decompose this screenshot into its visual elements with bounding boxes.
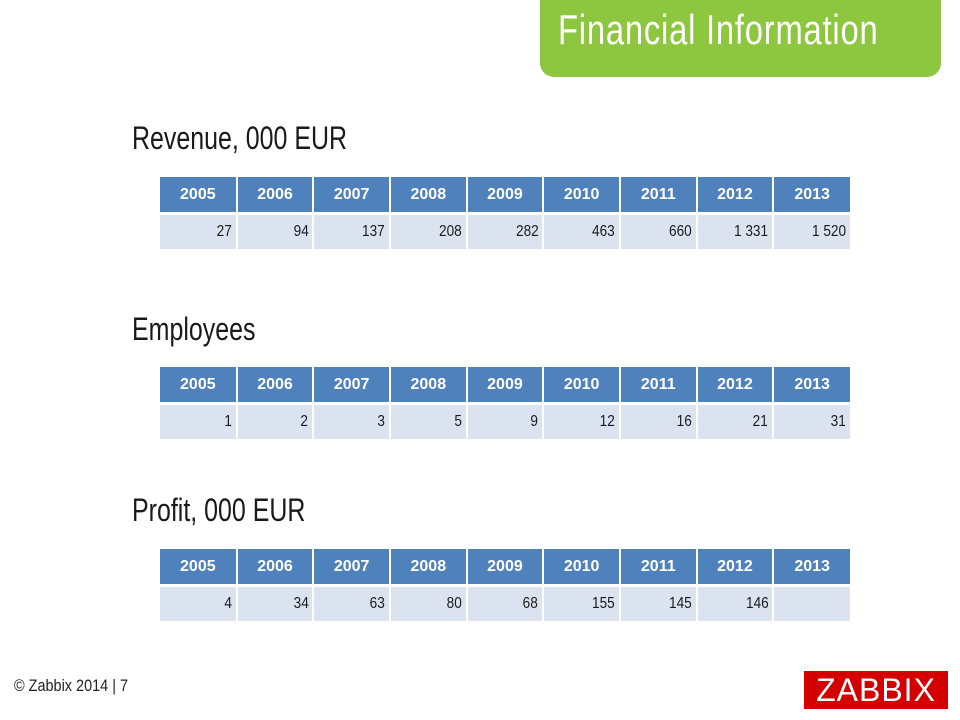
value-text: 16 — [676, 413, 692, 430]
year-cell: 2008 — [389, 367, 468, 405]
year-cell: 2005 — [160, 177, 238, 215]
value-cell: 155 — [543, 585, 621, 621]
profit-table: 2005 2006 2007 2008 2009 2010 2011 2012 … — [160, 549, 850, 621]
year-cell: 2008 — [389, 177, 468, 215]
year-cell: 2005 — [160, 549, 238, 587]
value-cell: 63 — [313, 585, 391, 621]
value-text: 27 — [216, 223, 232, 240]
value-text: 12 — [599, 413, 615, 430]
revenue-table: 2005 2006 2007 2008 2009 2010 2011 2012 … — [160, 177, 850, 249]
year-cell: 2007 — [313, 177, 391, 215]
value-cell: 1 — [160, 403, 238, 439]
year-cell: 2007 — [313, 367, 391, 405]
value-cell: 1 520 — [773, 213, 850, 249]
year-cell: 2010 — [543, 367, 621, 405]
value-text: 80 — [446, 595, 462, 612]
value-cell: 660 — [619, 213, 698, 249]
year-cell: 2013 — [773, 367, 850, 405]
value-cell: 1 331 — [696, 213, 775, 249]
year-cell: 2009 — [466, 177, 545, 215]
value-text: 94 — [293, 223, 309, 240]
profit-value-row: 4 34 63 80 68 155 145 146 — [160, 585, 850, 621]
year-cell: 2012 — [696, 177, 775, 215]
footer-copyright: © Zabbix 2014 | 7 — [14, 676, 129, 695]
value-text: 4 — [224, 595, 232, 612]
year-cell: 2005 — [160, 367, 238, 405]
year-cell: 2009 — [466, 549, 545, 587]
value-cell: 137 — [313, 213, 391, 249]
value-text: 5 — [454, 413, 462, 430]
value-cell: 282 — [466, 213, 545, 249]
value-text: 34 — [293, 595, 309, 612]
value-cell: 68 — [466, 585, 545, 621]
employees-table: 2005 2006 2007 2008 2009 2010 2011 2012 … — [160, 367, 850, 439]
value-cell: 208 — [389, 213, 468, 249]
year-cell: 2011 — [619, 549, 698, 587]
value-cell: 12 — [543, 403, 621, 439]
year-cell: 2012 — [696, 549, 775, 587]
value-text: 155 — [592, 595, 615, 612]
year-cell: 2012 — [696, 367, 775, 405]
value-cell: 5 — [389, 403, 468, 439]
profit-heading: Profit, 000 EUR — [132, 492, 306, 528]
value-text: 208 — [438, 223, 462, 240]
year-cell: 2013 — [773, 549, 850, 587]
employees-value-row: 1 2 3 5 9 12 16 21 31 — [160, 403, 850, 439]
value-text: 1 520 — [811, 223, 846, 240]
year-cell: 2010 — [543, 549, 621, 587]
value-cell: 4 — [160, 585, 238, 621]
value-cell: 2 — [236, 403, 315, 439]
year-cell: 2011 — [619, 177, 698, 215]
page-title: Financial Information — [558, 6, 879, 53]
profit-year-row: 2005 2006 2007 2008 2009 2010 2011 2012 … — [160, 549, 850, 587]
year-cell: 2009 — [466, 367, 545, 405]
value-cell: 34 — [236, 585, 315, 621]
year-cell: 2006 — [236, 549, 315, 587]
value-text: 63 — [369, 595, 385, 612]
value-text: 137 — [362, 223, 385, 240]
value-cell: 80 — [389, 585, 468, 621]
employees-heading: Employees — [132, 311, 256, 347]
value-cell: 146 — [696, 585, 775, 621]
revenue-year-row: 2005 2006 2007 2008 2009 2010 2011 2012 … — [160, 177, 850, 215]
title-banner: Financial Information — [540, 0, 941, 77]
zabbix-logo: ZABBIX — [804, 671, 948, 709]
value-text: 1 331 — [734, 223, 769, 240]
year-cell: 2011 — [619, 367, 698, 405]
employees-year-row: 2005 2006 2007 2008 2009 2010 2011 2012 … — [160, 367, 850, 405]
value-text: 1 — [224, 413, 232, 430]
value-cell: 94 — [236, 213, 315, 249]
value-cell: 27 — [160, 213, 238, 249]
year-cell: 2006 — [236, 367, 315, 405]
value-text: 68 — [523, 595, 539, 612]
value-cell — [773, 585, 850, 621]
value-text: 2 — [300, 413, 309, 430]
value-text: 463 — [592, 223, 615, 240]
value-text: 145 — [668, 595, 692, 612]
value-text: 31 — [830, 413, 846, 430]
value-text: 146 — [745, 595, 769, 612]
value-cell: 16 — [619, 403, 698, 439]
value-text: 3 — [377, 413, 385, 430]
value-text: 282 — [515, 223, 539, 240]
value-cell: 9 — [466, 403, 545, 439]
value-text: 21 — [753, 413, 769, 430]
value-cell: 31 — [773, 403, 850, 439]
year-cell: 2008 — [389, 549, 468, 587]
year-cell: 2013 — [773, 177, 850, 215]
revenue-value-row: 27 94 137 208 282 463 660 1 331 1 520 — [160, 213, 850, 249]
year-cell: 2010 — [543, 177, 621, 215]
revenue-heading: Revenue, 000 EUR — [132, 120, 348, 156]
value-cell: 463 — [543, 213, 621, 249]
value-text: 9 — [530, 413, 539, 430]
value-text: 660 — [668, 223, 692, 240]
year-cell: 2007 — [313, 549, 391, 587]
value-cell: 21 — [696, 403, 775, 439]
year-cell: 2006 — [236, 177, 315, 215]
value-cell: 145 — [619, 585, 698, 621]
value-cell: 3 — [313, 403, 391, 439]
